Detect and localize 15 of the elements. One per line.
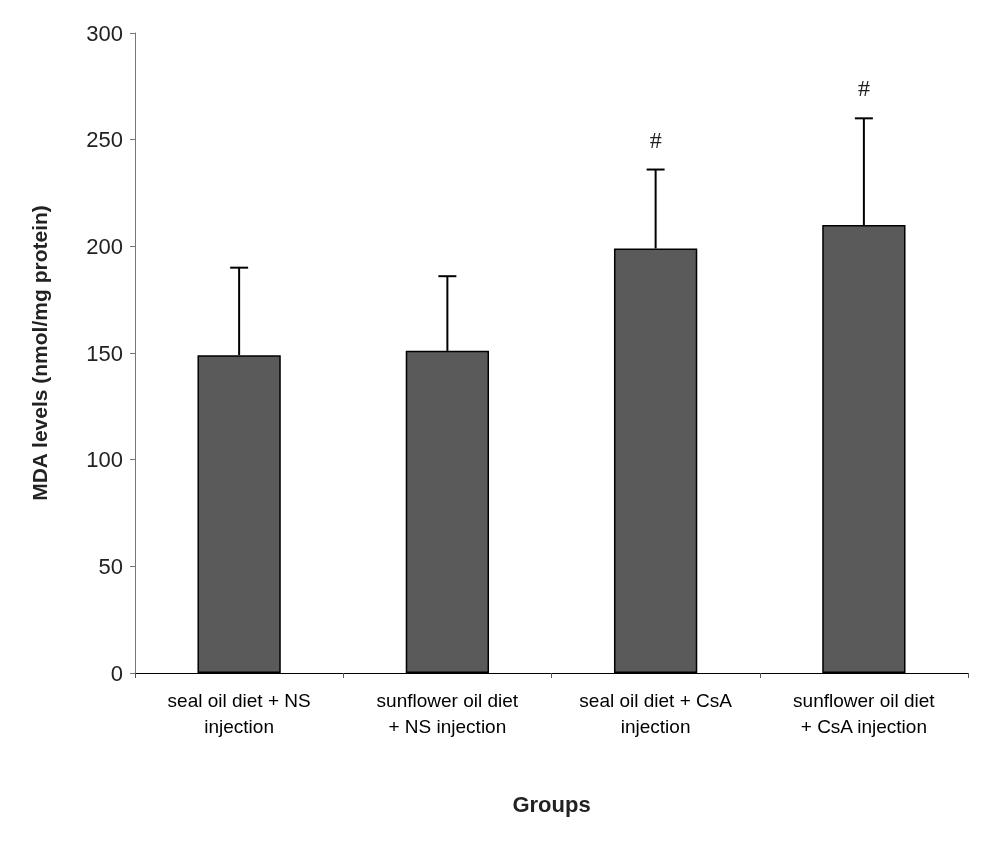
x-tick-label: sunflower oil diet + CsA injection (793, 689, 936, 737)
x-axis-title: Groups (512, 791, 591, 817)
y-tick-label: 150 (86, 340, 123, 366)
y-axis-title: MDA levels (nmol/mg protein) (28, 205, 51, 501)
y-tick-label: 300 (86, 20, 123, 46)
y-tick-label: 250 (86, 127, 123, 153)
y-tick-label: 100 (86, 447, 123, 473)
y-tick-label: 0 (110, 660, 123, 686)
x-tick-label: seal oil diet + CsA injection (579, 689, 733, 737)
x-tick-label: seal oil diet + NS injection (167, 689, 311, 737)
x-tick-label: sunflower oil diet + NS injection (376, 689, 519, 737)
annotation: # (857, 75, 870, 102)
y-tick-label: 50 (98, 553, 123, 579)
annotation: # (649, 126, 662, 153)
y-tick-label: 200 (86, 233, 123, 259)
